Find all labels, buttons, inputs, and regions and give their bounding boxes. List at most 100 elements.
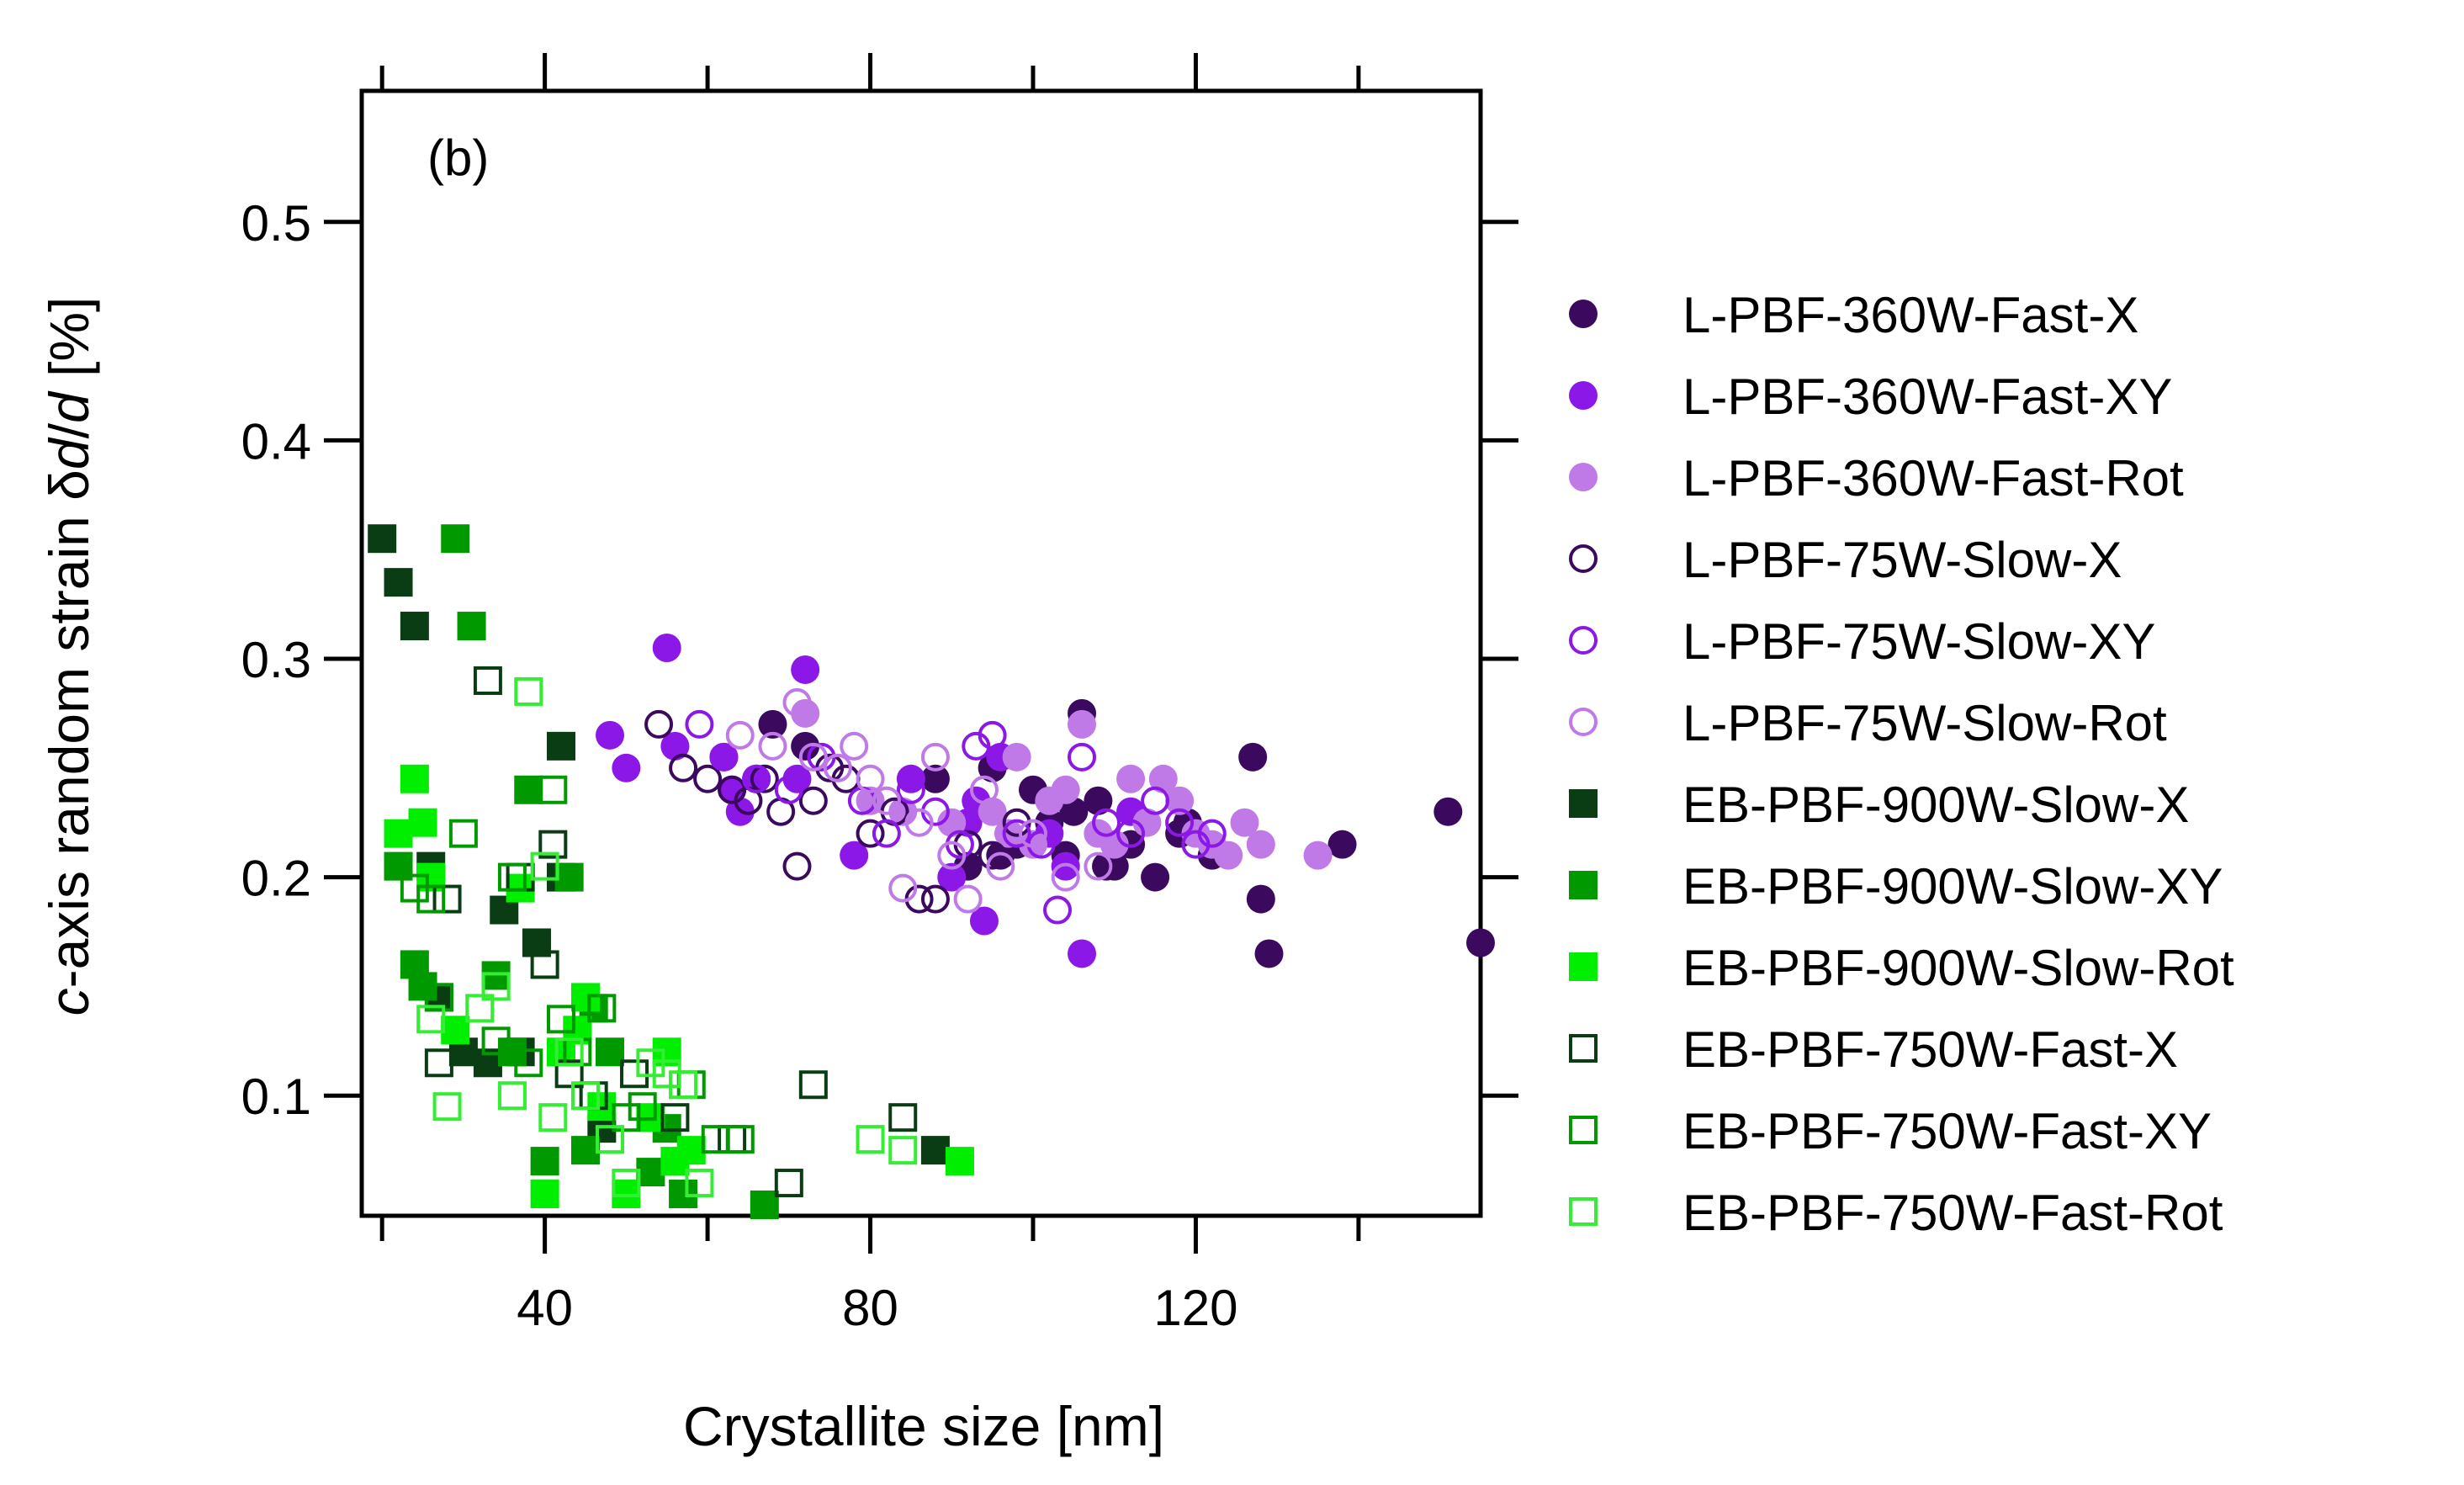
data-point [945, 1147, 974, 1176]
data-point [481, 1026, 511, 1056]
legend-label: L-PBF-360W-Fast-X [1682, 287, 2138, 343]
data-point [368, 524, 397, 554]
data-point [709, 742, 739, 772]
data-point [530, 950, 559, 979]
data-point [652, 634, 681, 663]
legend-label: EB-PBF-750W-Fast-X [1682, 1021, 2178, 1078]
data-point [612, 1180, 641, 1209]
data-point [742, 764, 771, 793]
data-point [1092, 808, 1121, 837]
data-point [546, 1005, 575, 1034]
data-point [408, 972, 437, 1001]
legend-label: L-PBF-360W-Fast-Rot [1682, 450, 2184, 506]
legend-label: L-PBF-75W-Slow-X [1682, 532, 2122, 588]
data-point [1116, 764, 1146, 793]
data-point [530, 1147, 559, 1176]
y-axis-title-part: d [38, 390, 100, 423]
data-point [758, 731, 787, 761]
y-tick-label: 0.3 [241, 632, 311, 688]
legend-marker [1569, 952, 1598, 981]
data-point [791, 655, 820, 684]
data-point [888, 797, 918, 826]
data-point [718, 775, 747, 804]
data-point [1019, 819, 1047, 848]
data-point [823, 753, 852, 782]
data-point [888, 1103, 918, 1132]
data-point [408, 808, 437, 837]
legend-marker [1569, 1116, 1598, 1144]
data-point [432, 884, 462, 914]
legend-label: EB-PBF-900W-Slow-X [1682, 777, 2189, 833]
panel-label: (b) [427, 130, 489, 186]
data-point [725, 1125, 755, 1154]
data-point [1141, 786, 1170, 815]
data-point [969, 775, 999, 804]
data-point [1246, 884, 1275, 914]
data-point [497, 862, 527, 892]
data-point [596, 720, 625, 750]
data-point [896, 775, 925, 804]
data-point [1002, 742, 1031, 772]
legend-marker [1569, 463, 1598, 491]
y-tick-label: 0.1 [241, 1069, 311, 1125]
data-point [1084, 851, 1113, 881]
data-point [481, 961, 511, 990]
data-point [1051, 775, 1080, 804]
data-point [969, 906, 999, 936]
data-point [888, 1136, 918, 1165]
data-point [1238, 742, 1268, 772]
plot-frame [359, 88, 1483, 1218]
data-point [1466, 928, 1495, 957]
data-point [953, 884, 983, 914]
data-point [497, 1081, 527, 1111]
data-point [685, 709, 714, 739]
data-point [652, 1059, 681, 1089]
data-point [904, 808, 934, 837]
data-point [1043, 895, 1073, 925]
data-point [920, 764, 950, 793]
legend-label: L-PBF-75W-Slow-Rot [1682, 695, 2167, 751]
data-point [709, 742, 739, 772]
data-point [888, 873, 918, 903]
legend-marker [1569, 544, 1598, 573]
data-point [1230, 808, 1259, 837]
data-point [571, 983, 600, 1012]
legend-label: EB-PBF-900W-Slow-XY [1682, 858, 2223, 915]
data-point [530, 1180, 559, 1209]
data-point [1068, 939, 1097, 968]
data-point [1019, 830, 1047, 859]
data-point [424, 983, 453, 1012]
data-point [856, 1125, 885, 1154]
data-point [1148, 764, 1178, 793]
data-point [693, 764, 723, 793]
data-point [920, 742, 950, 772]
legend-marker [1569, 626, 1598, 655]
data-point [1002, 819, 1031, 848]
data-point [636, 1158, 665, 1187]
x-axis-title: Crystallite size [nm] [683, 1395, 1164, 1457]
data-point [1051, 851, 1080, 881]
data-point [660, 1103, 690, 1132]
data-point [669, 753, 698, 782]
data-point [1214, 841, 1243, 870]
data-point [448, 819, 478, 848]
data-point [742, 764, 771, 793]
legend-marker [1569, 1034, 1598, 1063]
data-point [571, 1136, 600, 1165]
data-point [896, 764, 925, 793]
data-point [782, 851, 812, 881]
data-point [554, 862, 584, 892]
data-point [441, 524, 470, 554]
data-point [685, 1169, 714, 1198]
y-axis-title: c-axis random strain δd/d [%] [38, 297, 100, 1016]
data-point [937, 808, 967, 837]
legend-label: EB-PBF-900W-Slow-Rot [1682, 940, 2234, 996]
data-point [660, 731, 690, 761]
x-tick-label: 80 [842, 1280, 898, 1336]
data-point [1165, 786, 1195, 815]
y-axis-title-part: -axis random strain δ [38, 469, 100, 988]
legend-label: L-PBF-360W-Fast-XY [1682, 369, 2172, 425]
data-point [514, 775, 543, 804]
data-point [856, 764, 885, 793]
